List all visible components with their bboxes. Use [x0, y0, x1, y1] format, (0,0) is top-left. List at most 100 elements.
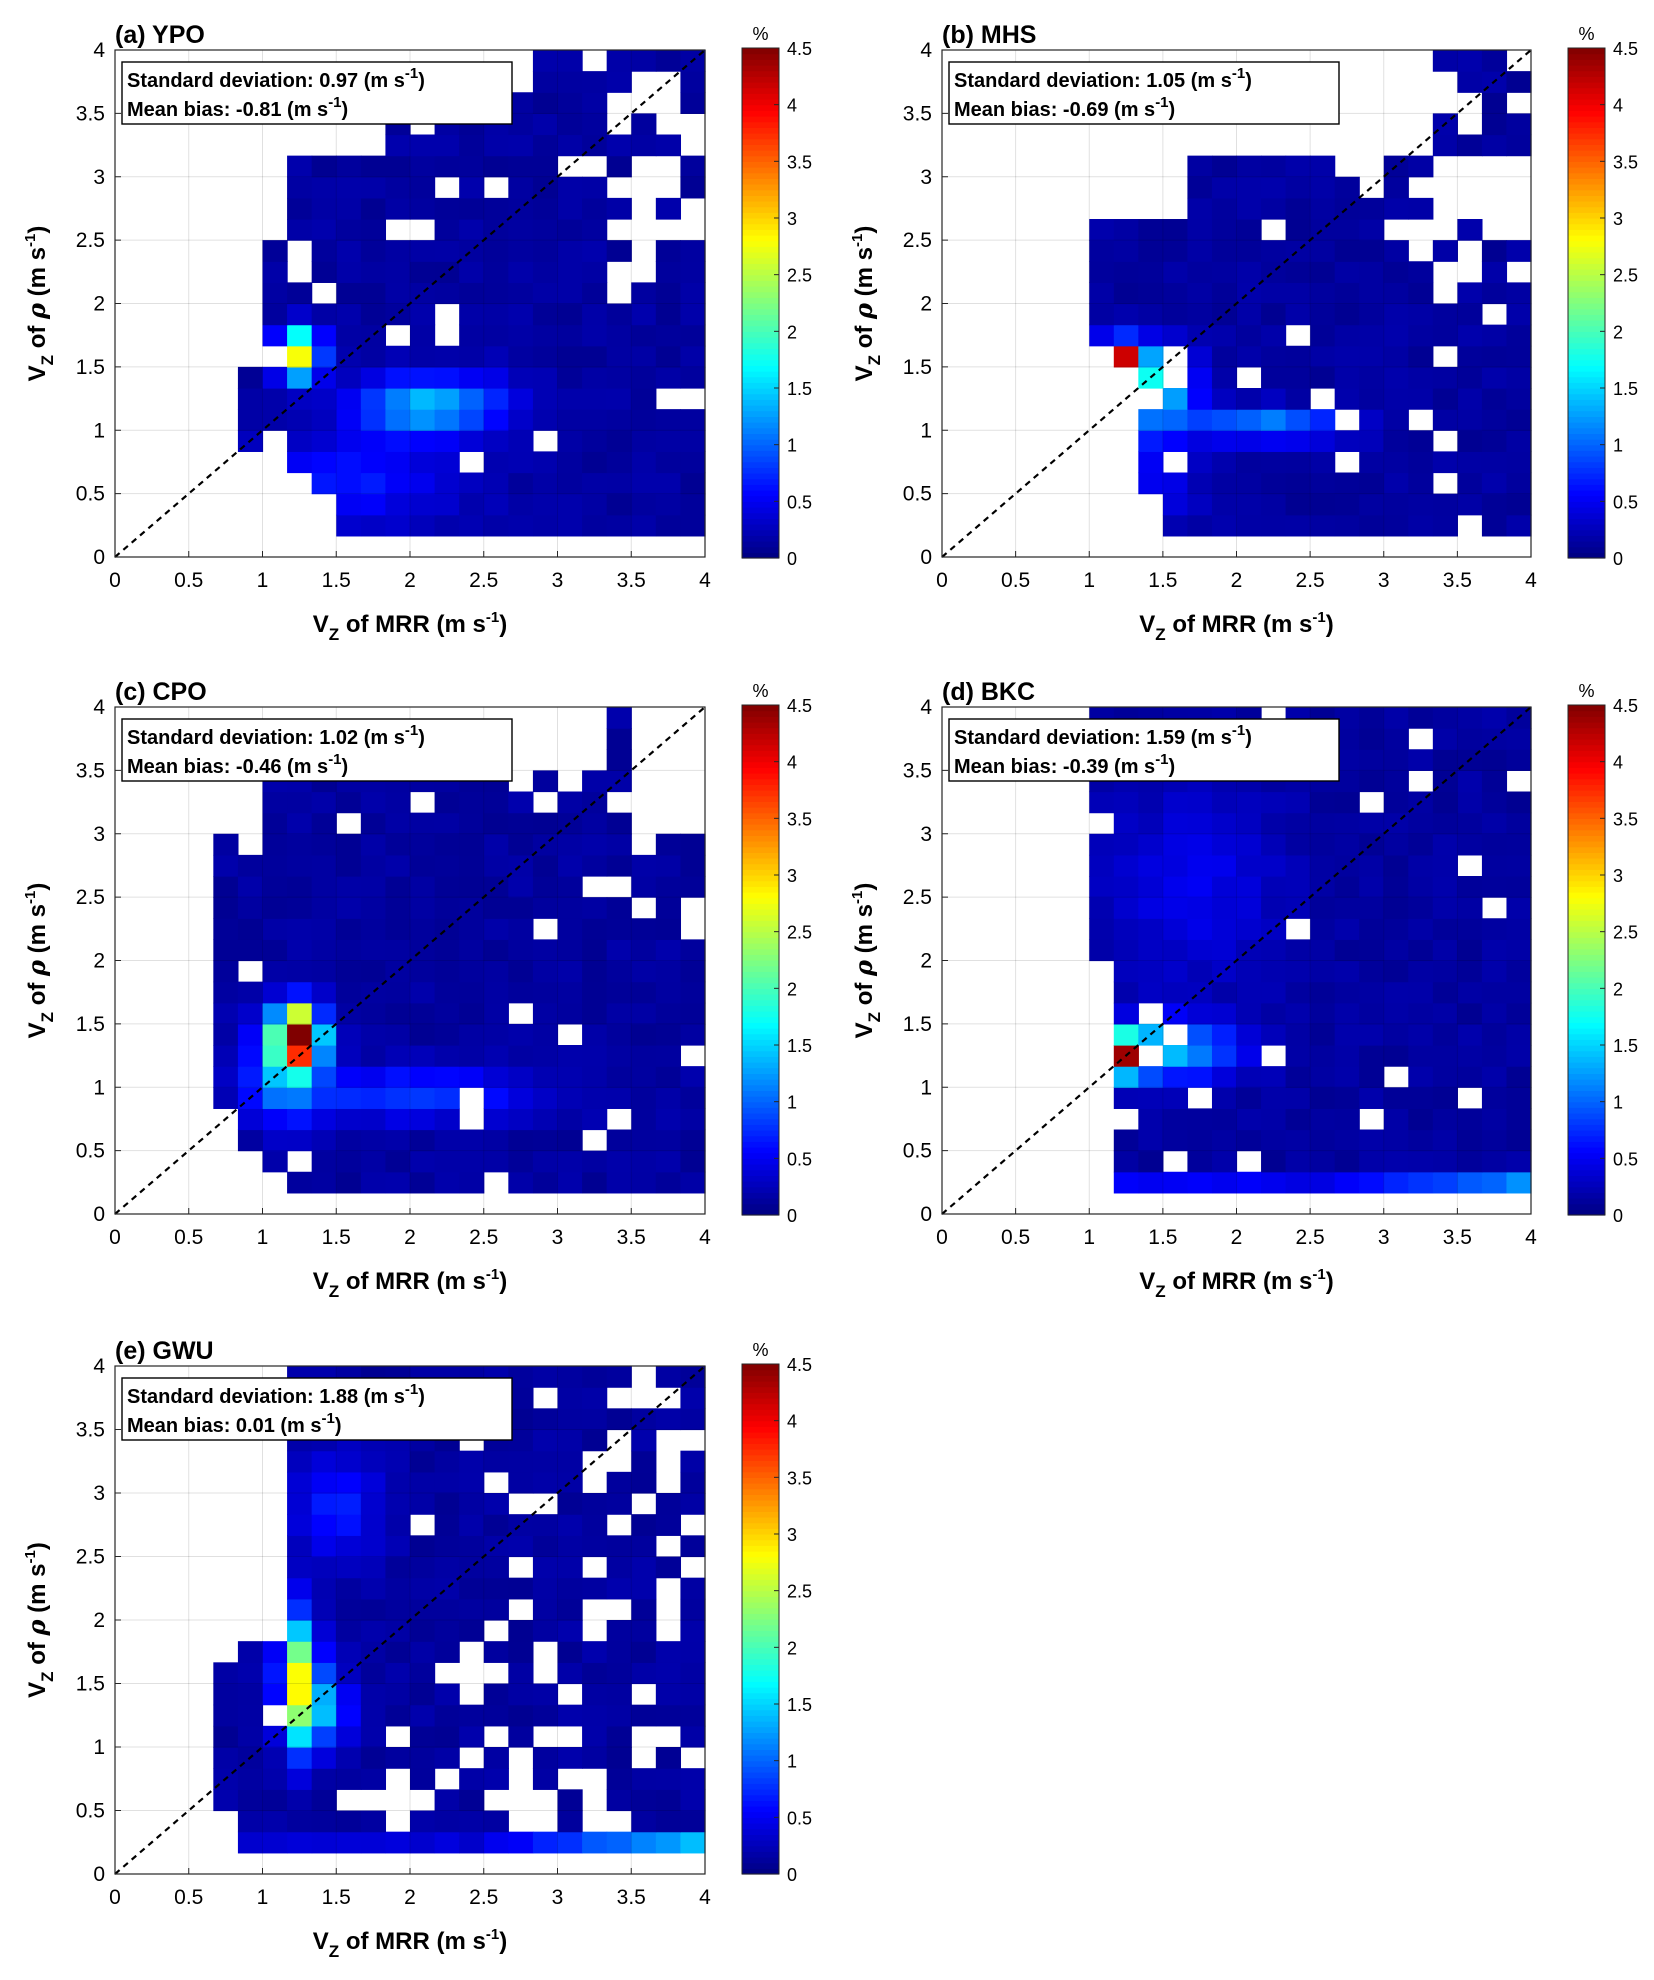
heatmap-cell — [1162, 240, 1189, 262]
colorbar-segment — [742, 252, 779, 259]
heatmap-cell — [1285, 261, 1311, 283]
colorbar-tick-label: 0.5 — [787, 1149, 812, 1169]
heatmap-cell — [508, 134, 534, 157]
heatmap-cell — [336, 1683, 362, 1706]
heatmap-cell — [532, 1108, 559, 1131]
heatmap-cell — [508, 261, 534, 283]
heatmap-cell — [1334, 833, 1360, 856]
heatmap-cell — [1261, 451, 1287, 474]
heatmap-cell — [532, 1045, 559, 1067]
heatmap-cell — [287, 1662, 313, 1685]
heatmap-cell — [680, 345, 706, 368]
colorbar-segment — [1568, 178, 1605, 185]
heatmap-cell — [410, 1150, 436, 1173]
colorbar-segment — [742, 1369, 779, 1376]
heatmap-cell — [410, 282, 436, 305]
heatmap-cell — [1162, 219, 1189, 241]
heatmap-cell — [434, 1514, 460, 1536]
y-tick-label: 3.5 — [76, 1419, 105, 1442]
heatmap-cell — [459, 261, 485, 283]
heatmap-cell — [1310, 981, 1336, 1004]
heatmap-cell — [557, 1641, 583, 1663]
colorbar-segment — [1568, 297, 1605, 304]
heatmap-cell — [1113, 1023, 1139, 1046]
heatmap-cell — [311, 1704, 337, 1727]
colorbar-segment — [1568, 529, 1605, 536]
heatmap-cell — [1261, 1087, 1287, 1109]
colorbar-segment — [1568, 1152, 1605, 1159]
heatmap-cell — [287, 324, 313, 347]
heatmap-cell — [532, 770, 559, 793]
heatmap-cell — [483, 918, 509, 940]
colorbar-segment — [742, 99, 779, 106]
heatmap-cell — [311, 1066, 337, 1088]
heatmap-cell — [1359, 1045, 1385, 1067]
colorbar-segment — [742, 705, 779, 712]
heatmap-cell — [1506, 514, 1532, 537]
heatmap-cell — [459, 1556, 485, 1579]
heatmap-cell — [680, 854, 706, 877]
heatmap-cell — [1334, 345, 1360, 368]
heatmap-cell — [360, 303, 387, 326]
heatmap-cell — [582, 939, 608, 962]
heatmap-cell — [631, 1045, 657, 1067]
heatmap-cell — [459, 939, 485, 962]
heatmap-cell — [1408, 1087, 1434, 1109]
heatmap-cell — [508, 388, 534, 410]
heatmap-cell — [459, 493, 485, 516]
colorbar-segment — [742, 1772, 779, 1779]
heatmap-cell — [680, 514, 706, 537]
heatmap-cell — [680, 1002, 706, 1025]
std-dev-text: Standard deviation: 1.88 (m s-1) — [127, 1381, 425, 1408]
heatmap-cell — [1211, 303, 1238, 326]
colorbar-segment — [742, 1630, 779, 1637]
colorbar-segment — [1568, 722, 1605, 729]
heatmap-cell — [1334, 176, 1360, 199]
heatmap-cell — [410, 1683, 436, 1706]
heatmap-cell — [1383, 282, 1409, 305]
heatmap-cell — [483, 409, 509, 431]
heatmap-cell — [410, 1471, 436, 1494]
x-tick-label: 3 — [1378, 1226, 1390, 1249]
heatmap-cell — [680, 1450, 706, 1473]
heatmap-cell — [336, 1471, 362, 1494]
heatmap-cell — [1211, 514, 1238, 537]
heatmap-cell — [1113, 1171, 1139, 1194]
heatmap-cell — [434, 1108, 460, 1131]
heatmap-cell — [1383, 1087, 1409, 1109]
colorbar-segment — [742, 308, 779, 315]
colorbar-segment — [742, 1845, 779, 1852]
heatmap-cell — [508, 1577, 534, 1600]
heatmap-cell — [311, 1150, 337, 1173]
x-tick-label: 0 — [109, 569, 121, 592]
heatmap-cell — [1236, 1045, 1262, 1067]
heatmap-cell — [557, 50, 583, 72]
heatmap-cell — [680, 1387, 706, 1409]
heatmap-cell — [532, 1171, 559, 1194]
heatmap-cell — [213, 981, 239, 1004]
heatmap-cell — [434, 1683, 460, 1706]
colorbar-segment — [742, 189, 779, 196]
heatmap-cell — [508, 1704, 534, 1727]
heatmap-cell — [582, 1366, 608, 1388]
colorbar-segment — [742, 807, 779, 814]
heatmap-cell — [1359, 493, 1385, 516]
heatmap-cell — [1359, 282, 1385, 305]
heatmap-cell — [360, 472, 387, 495]
heatmap-cell — [1236, 240, 1262, 262]
colorbar-segment — [742, 450, 779, 457]
heatmap-cell — [311, 345, 337, 368]
heatmap-cell — [1310, 833, 1336, 856]
colorbar-segment — [1568, 399, 1605, 406]
colorbar-segment — [742, 1158, 779, 1165]
colorbar-segment — [1568, 127, 1605, 134]
heatmap-cell — [1359, 345, 1385, 368]
heatmap-cell — [1138, 833, 1164, 856]
colorbar-segment — [1568, 1164, 1605, 1171]
heatmap-cell — [483, 388, 509, 410]
x-tick-label: 2.5 — [469, 569, 498, 592]
heatmap-cell — [532, 1514, 559, 1536]
colorbar-segment — [742, 1511, 779, 1518]
colorbar-segment — [1568, 93, 1605, 100]
heatmap-cell — [1481, 282, 1508, 305]
